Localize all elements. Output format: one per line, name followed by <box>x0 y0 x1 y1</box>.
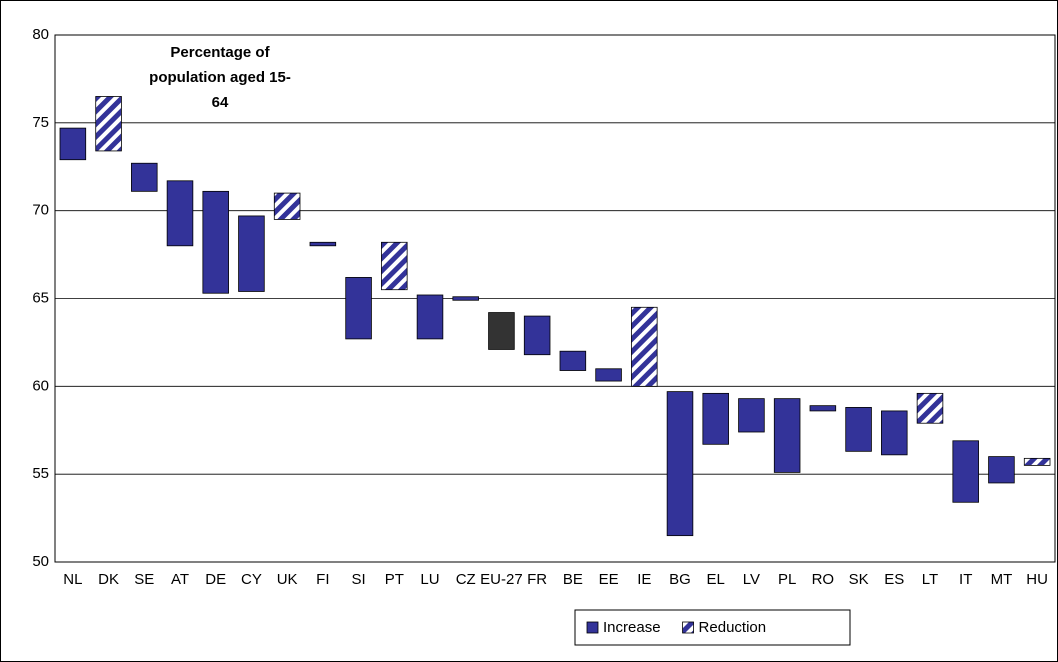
x-tick-label: SE <box>134 571 154 588</box>
range-bar <box>809 405 837 412</box>
legend-swatch <box>586 621 599 634</box>
range-bar <box>595 368 622 382</box>
range-bar <box>845 407 872 452</box>
range-bar <box>1023 457 1051 466</box>
x-tick-label: RO <box>812 571 835 588</box>
x-tick-label: ES <box>884 571 904 588</box>
y-tick-label: 70 <box>32 202 49 219</box>
range-bar <box>559 350 587 371</box>
x-tick-label: BE <box>563 571 583 588</box>
x-tick-label: IE <box>637 571 651 588</box>
x-tick-label: NL <box>63 571 82 588</box>
range-bar <box>452 296 479 301</box>
x-tick-label: PL <box>778 571 796 588</box>
y-tick-label: 50 <box>32 553 49 570</box>
chart-title: Percentage of population aged 15-64 <box>149 44 291 111</box>
range-bar <box>381 241 408 291</box>
range-bar <box>416 294 444 340</box>
x-tick-label: SI <box>351 571 365 588</box>
range-bar <box>59 127 87 161</box>
x-tick-label: UK <box>277 571 298 588</box>
legend-label: Increase <box>603 619 661 636</box>
x-tick-label: CZ <box>456 571 476 588</box>
range-bar <box>988 456 1015 484</box>
range-bar <box>916 392 944 424</box>
range-bar <box>666 391 694 537</box>
x-tick-label: EL <box>707 571 725 588</box>
range-bar <box>95 96 122 152</box>
plot-frame <box>54 34 1056 563</box>
x-tick-label: LU <box>420 571 439 588</box>
range-bar <box>488 312 515 350</box>
range-bar <box>702 392 729 445</box>
range-bar <box>738 398 765 433</box>
range-bar <box>773 398 801 473</box>
x-tick-label: IT <box>959 571 972 588</box>
legend-label: Reduction <box>699 619 767 636</box>
range-bar <box>952 440 979 503</box>
x-tick-label: EE <box>599 571 619 588</box>
y-tick-label: 80 <box>32 26 49 43</box>
range-bar <box>345 277 372 340</box>
x-tick-label: FI <box>316 571 329 588</box>
range-bar <box>523 315 551 356</box>
range-bar <box>131 162 158 192</box>
x-tick-label: BG <box>669 571 691 588</box>
range-bar <box>631 306 658 387</box>
x-tick-label: FR <box>527 571 547 588</box>
x-tick-label: LT <box>922 571 938 588</box>
legend-box <box>574 609 851 646</box>
x-tick-label: SK <box>849 571 869 588</box>
range-bar <box>166 180 194 247</box>
y-tick-label: 55 <box>32 465 49 482</box>
x-tick-label: HU <box>1026 571 1048 588</box>
x-tick-label: EU-27 <box>480 571 523 588</box>
legend-swatch <box>682 621 694 634</box>
x-tick-label: PT <box>385 571 404 588</box>
y-tick-label: 65 <box>32 289 49 306</box>
range-bar <box>881 410 908 456</box>
x-tick-label: MT <box>991 571 1013 588</box>
x-tick-label: DK <box>98 571 119 588</box>
x-tick-label: CY <box>241 571 262 588</box>
x-tick-label: DE <box>205 571 226 588</box>
range-bar <box>273 192 301 220</box>
y-tick-label: 60 <box>32 377 49 394</box>
range-bar <box>202 190 229 294</box>
range-bar <box>238 215 265 292</box>
range-bar <box>309 241 337 247</box>
x-tick-label: LV <box>743 571 760 588</box>
x-tick-label: AT <box>171 571 189 588</box>
y-tick-label: 75 <box>32 114 49 131</box>
